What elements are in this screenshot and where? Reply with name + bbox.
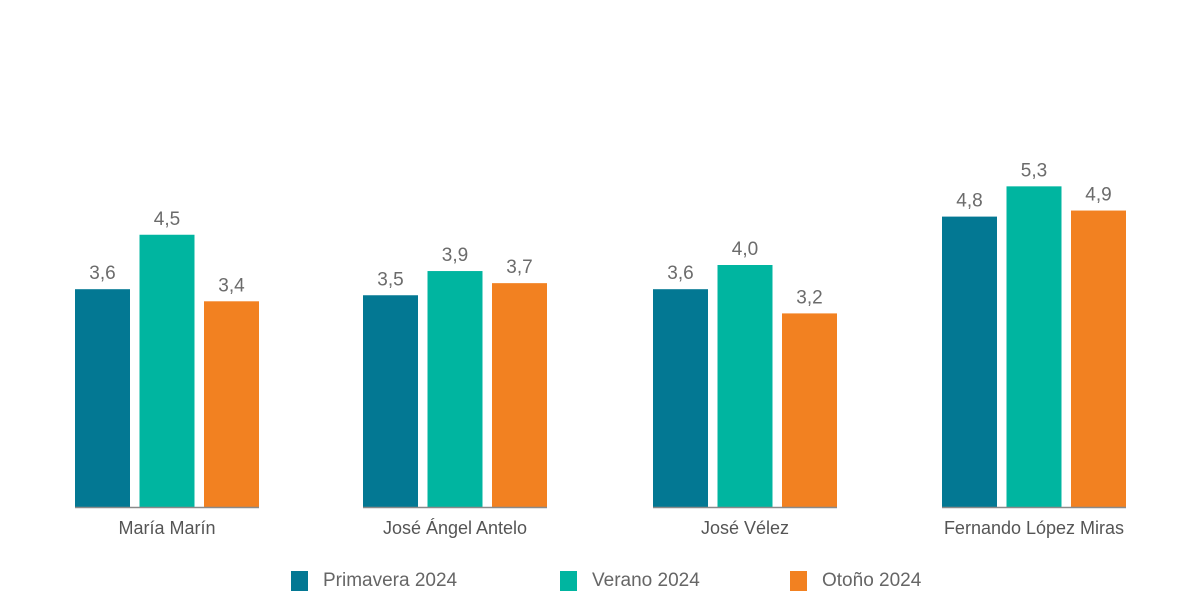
data-label: 3,9 — [442, 245, 468, 266]
data-label: 4,8 — [956, 191, 982, 212]
data-label: 3,5 — [377, 269, 403, 290]
legend-label: Primavera 2024 — [323, 570, 458, 591]
bar — [363, 295, 418, 507]
category-label: José Ángel Antelo — [383, 518, 527, 538]
bar — [75, 289, 130, 507]
legend-label: Otoño 2024 — [822, 570, 922, 591]
legend-swatch — [790, 571, 807, 591]
data-label: 5,3 — [1021, 160, 1047, 181]
bar — [1071, 210, 1126, 508]
data-label: 4,9 — [1085, 185, 1111, 206]
data-label: 3,6 — [89, 263, 115, 284]
legend-item-otono: Otoño 2024 — [790, 570, 921, 592]
legend-swatch — [560, 571, 577, 591]
data-label: 3,7 — [506, 257, 532, 278]
bar-chart: 3,6 4,5 3,4 María Marín 3,5 3,9 3,7 José Ángel … — [75, 160, 1126, 538]
category-label: María Marín — [118, 518, 215, 538]
category-label: José Vélez — [701, 518, 789, 538]
legend-swatch — [291, 571, 308, 591]
data-label: 4,5 — [154, 209, 180, 230]
data-label: 3,2 — [796, 287, 822, 308]
bar — [942, 216, 997, 507]
bar — [427, 271, 483, 507]
bar — [717, 265, 773, 507]
legend-item-verano: Verano 2024 — [560, 570, 700, 592]
legend-item-primavera: Primavera 2024 — [291, 570, 457, 592]
data-label: 3,4 — [218, 275, 245, 296]
category-label: Fernando López Miras — [944, 518, 1124, 538]
bar — [204, 301, 259, 507]
bar — [782, 313, 837, 507]
bar — [139, 234, 195, 507]
legend-label: Verano 2024 — [592, 570, 700, 591]
bar — [653, 289, 708, 507]
legend: Primavera 2024 Verano 2024 Otoño 2024 — [0, 570, 1200, 598]
data-label: 3,6 — [667, 263, 693, 284]
bar — [492, 283, 547, 507]
bar — [1006, 186, 1062, 507]
data-label: 4,0 — [732, 239, 758, 260]
